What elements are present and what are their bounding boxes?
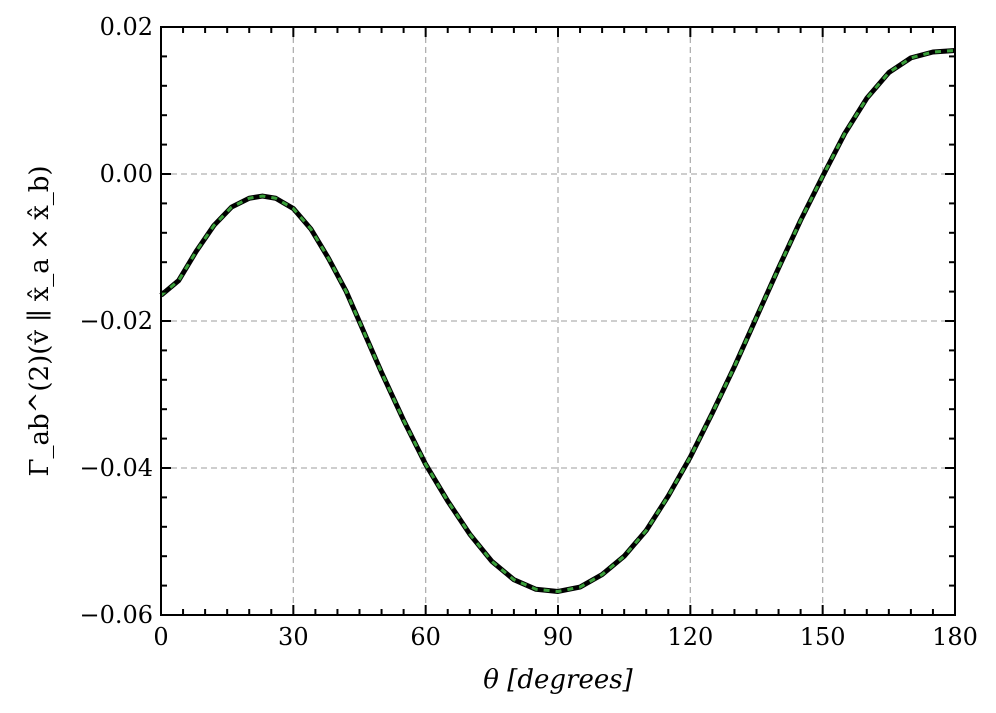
x-tick-label-4: 120 (667, 623, 713, 651)
y-tick-label-3: 0.00 (100, 160, 153, 188)
y-tick-label-4: 0.02 (100, 13, 153, 41)
grid (161, 26, 955, 616)
x-tick-label-1: 30 (278, 623, 309, 651)
y-tick-label-0: −0.06 (79, 601, 153, 629)
x-tick-label-2: 60 (410, 623, 441, 651)
tick-labels: 0 30 60 90 120 150 180 −0.06 −0.04 −0.02 0.00 0.02 (79, 13, 977, 651)
y-tick-label-2: −0.02 (79, 307, 153, 335)
y-tick-label-1: −0.04 (79, 454, 153, 482)
plot-frame (160, 26, 956, 616)
x-tick-label-0: 0 (153, 623, 168, 651)
x-axis-label: θ [degrees] (483, 665, 633, 695)
x-tick-label-6: 180 (932, 623, 978, 651)
series-line-1 (160, 49, 956, 593)
y-axis-label: Γ_ab^(2)(v̂ ∥ x̂_a × x̂_b) (25, 165, 55, 476)
series-layer (159, 48, 956, 594)
x-tick-label-3: 90 (543, 623, 574, 651)
x-axis-label-text: θ [degrees] (483, 665, 633, 695)
x-tick-label-5: 150 (800, 623, 846, 651)
y-axis-label-text: Γ_ab^(2)(v̂ ∥ x̂_a × x̂_b) (25, 165, 55, 476)
